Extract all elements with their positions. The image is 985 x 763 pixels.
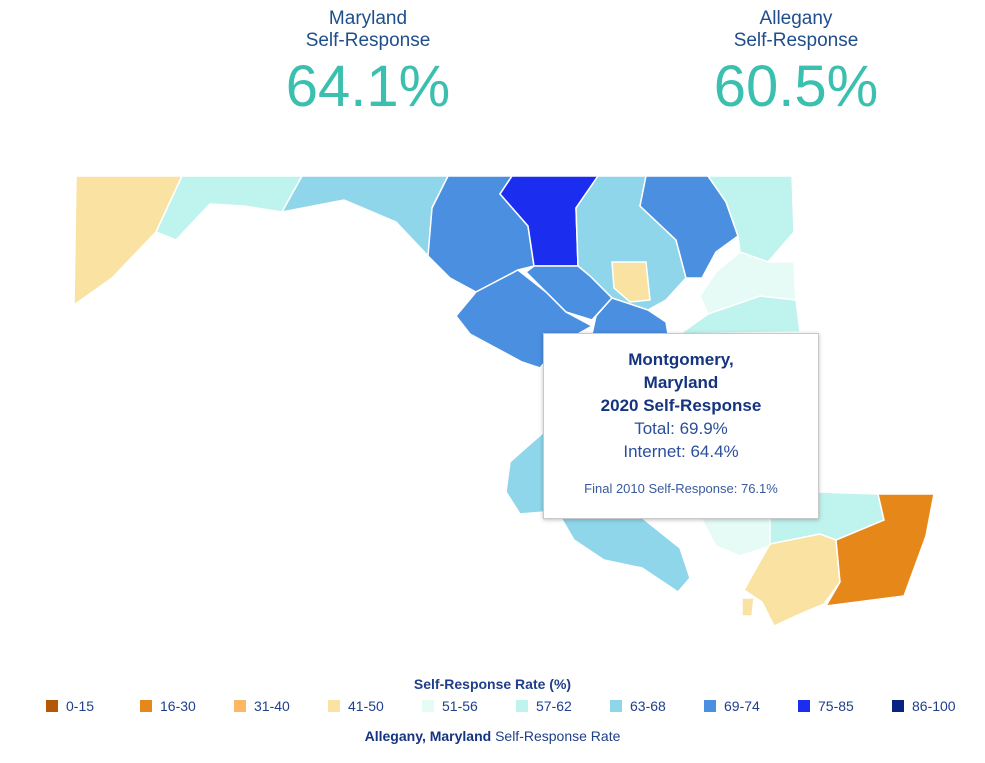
county-region-baltimore-city[interactable] bbox=[611, 261, 651, 303]
legend-item[interactable]: 41-50 bbox=[328, 698, 422, 714]
tooltip-final-2010: Final 2010 Self-Response: 76.1% bbox=[584, 481, 778, 496]
county-region-howard[interactable] bbox=[524, 265, 614, 321]
legend-swatch bbox=[704, 700, 716, 712]
legend-label: 86-100 bbox=[912, 698, 956, 714]
legend-swatch bbox=[798, 700, 810, 712]
county-kpi: Allegany Self-Response 60.5% bbox=[636, 8, 956, 120]
legend-swatch bbox=[234, 700, 246, 712]
footer-suffix: Self-Response Rate bbox=[491, 728, 621, 744]
legend-item[interactable]: 0-15 bbox=[46, 698, 140, 714]
legend-item[interactable]: 75-85 bbox=[798, 698, 892, 714]
county-region-queen-annes[interactable] bbox=[677, 295, 801, 335]
state-kpi-label-line1: Maryland bbox=[328, 8, 408, 29]
legend-swatch bbox=[892, 700, 904, 712]
legend-swatch bbox=[516, 700, 528, 712]
legend-item[interactable]: 31-40 bbox=[234, 698, 328, 714]
legend-label: 0-15 bbox=[66, 698, 95, 714]
tooltip-title-line2: Maryland bbox=[643, 373, 719, 392]
legend-item[interactable]: 51-56 bbox=[422, 698, 516, 714]
county-tooltip: Montgomery, Maryland 2020 Self-Response … bbox=[543, 333, 819, 519]
legend-label: 51-56 bbox=[442, 698, 478, 714]
legend-label: 69-74 bbox=[724, 698, 760, 714]
legend-label: 57-62 bbox=[536, 698, 572, 714]
legend-label: 16-30 bbox=[160, 698, 196, 714]
legend-label: 63-68 bbox=[630, 698, 666, 714]
county-region-somerset[interactable] bbox=[743, 533, 841, 627]
state-kpi: Maryland Self-Response 64.1% bbox=[208, 8, 528, 120]
county-region-washington[interactable] bbox=[280, 175, 450, 260]
legend-item[interactable]: 57-62 bbox=[516, 698, 610, 714]
legend-label: 41-50 bbox=[348, 698, 384, 714]
legend-swatch bbox=[140, 700, 152, 712]
legend-swatch bbox=[610, 700, 622, 712]
legend-label: 75-85 bbox=[818, 698, 854, 714]
tooltip-title: Montgomery, Maryland 2020 Self-Response bbox=[544, 348, 818, 417]
footer-county: Allegany, Maryland bbox=[364, 728, 492, 744]
maryland-county-map[interactable] bbox=[0, 160, 985, 670]
county-region-allegany[interactable] bbox=[154, 175, 304, 241]
county-region-worcester[interactable] bbox=[824, 493, 935, 607]
county-region-talbot[interactable] bbox=[698, 515, 777, 557]
county-kpi-label-line2: Self-Response bbox=[733, 30, 859, 51]
county-region-garrett[interactable] bbox=[73, 175, 184, 307]
tooltip-title-line3: 2020 Self-Response bbox=[600, 396, 762, 415]
legend-swatch bbox=[422, 700, 434, 712]
county-region-prince-georges[interactable] bbox=[505, 430, 545, 515]
map-footer: Allegany, Maryland Self-Response Rate bbox=[0, 728, 985, 744]
state-kpi-label-line2: Self-Response bbox=[305, 30, 431, 51]
legend-item[interactable]: 86-100 bbox=[892, 698, 985, 714]
state-kpi-value: 64.1% bbox=[285, 54, 451, 119]
county-region-island[interactable] bbox=[741, 597, 755, 617]
legend-label: 31-40 bbox=[254, 698, 290, 714]
county-region-st-marys[interactable] bbox=[558, 515, 691, 593]
county-kpi-label-line1: Allegany bbox=[759, 8, 833, 29]
county-kpi-value: 60.5% bbox=[713, 54, 879, 119]
tooltip-total: Total: 69.9% bbox=[634, 419, 728, 438]
legend-item[interactable]: 16-30 bbox=[140, 698, 234, 714]
tooltip-title-line1: Montgomery, bbox=[628, 350, 734, 369]
tooltip-internet: Internet: 64.4% bbox=[623, 442, 739, 461]
legend-item[interactable]: 63-68 bbox=[610, 698, 704, 714]
legend: 0-15 16-30 31-40 41-50 51-56 57-62 63-68 69-74 7… bbox=[46, 698, 985, 714]
legend-swatch bbox=[46, 700, 58, 712]
legend-title: Self-Response Rate (%) bbox=[413, 676, 572, 692]
legend-swatch bbox=[328, 700, 340, 712]
legend-item[interactable]: 69-74 bbox=[704, 698, 798, 714]
